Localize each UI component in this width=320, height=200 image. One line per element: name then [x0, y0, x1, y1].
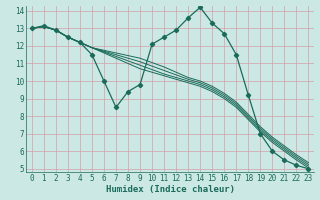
X-axis label: Humidex (Indice chaleur): Humidex (Indice chaleur) — [106, 185, 235, 194]
